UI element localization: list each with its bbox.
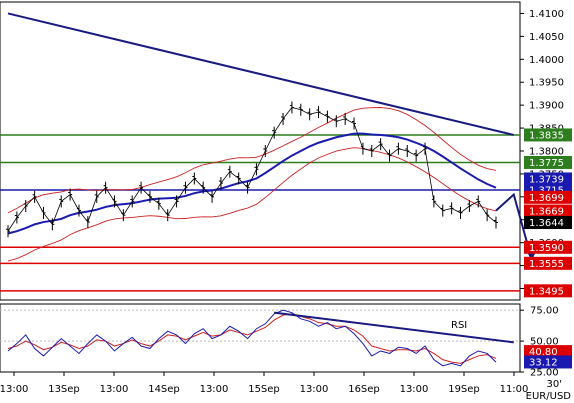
- rsi-trendline: [274, 311, 514, 344]
- price-tick-label: 1.4100: [529, 9, 564, 20]
- x-tick-label: 11:00: [500, 384, 529, 395]
- price-tick-label: 1.3800: [529, 147, 564, 158]
- rsi-tick-label: 25.00: [530, 368, 559, 379]
- rsi-grid: [0, 303, 521, 373]
- x-tick-label: 15Sep: [248, 384, 280, 395]
- rsi-tick-label: 75.00: [530, 306, 559, 317]
- rsi-tag-box: [524, 355, 572, 369]
- price-trendline: [7, 12, 514, 136]
- level-tag-label: 1.3775: [529, 158, 564, 169]
- price-tick-label: 1.3950: [529, 78, 564, 89]
- rsi-tag-label: 40.80: [529, 347, 558, 358]
- price-tag-box: [524, 172, 572, 186]
- rsi-panel-frame: [0, 303, 521, 373]
- x-tick-label: 13Sep: [48, 384, 80, 395]
- x-tick-label: 13:00: [300, 384, 329, 395]
- level-tag-box: [524, 256, 572, 270]
- x-tick-label: 14Sep: [148, 384, 180, 395]
- rsi-tag-label: 33.12: [529, 357, 558, 368]
- rsi-panel: [0, 309, 520, 367]
- level-tag-box: [524, 128, 572, 142]
- bollinger-bands: [7, 107, 497, 262]
- price-tag-label: 1.3669: [529, 207, 564, 218]
- price-tag-label: 1.3739: [529, 174, 564, 185]
- trendlines: [7, 12, 514, 136]
- rsi-line: [7, 309, 497, 367]
- level-tag-box: [524, 240, 572, 254]
- price-tick-label: 1.4050: [529, 32, 564, 43]
- level-tag-label: 1.3835: [529, 130, 564, 141]
- forecast-arrow-line: [495, 192, 533, 260]
- level-tag-label: 1.3590: [529, 243, 564, 254]
- price-tick-label: 1.4000: [529, 55, 564, 66]
- x-tick-label: 13:00: [100, 384, 129, 395]
- level-tag-box: [524, 284, 572, 298]
- price-tag-label: 1.3644: [529, 218, 564, 229]
- rsi-annotation: RSI: [451, 320, 467, 331]
- price-tags: 1.38351.37751.37151.35901.35551.34951.37…: [524, 128, 572, 369]
- price-tick-label: 1.3900: [529, 101, 564, 112]
- x-tick-label: 19Sep: [448, 384, 480, 395]
- lower-band-line: [7, 147, 497, 262]
- upper-band-line: [7, 107, 497, 214]
- rsi-tag-box: [524, 345, 572, 359]
- symbol-label: EUR/USD: [526, 391, 572, 402]
- x-tick-label: 13:00: [400, 384, 429, 395]
- x-tick-label: 16Sep: [348, 384, 380, 395]
- level-tag-label: 1.3555: [529, 259, 564, 270]
- x-tick-label: 13:00: [200, 384, 229, 395]
- price-tag-box: [524, 216, 572, 230]
- moving-average-line: [7, 132, 497, 235]
- price-close-line: [7, 106, 497, 232]
- price-tag-label: 1.3699: [529, 193, 564, 204]
- price-tag-box: [524, 204, 572, 218]
- x-tick-label: 13:00: [0, 384, 28, 395]
- rsi-tick-label: 50.00: [530, 337, 559, 348]
- x-axis: 13:00 13Sep 13:00 14Sep 13:00 15Sep 13:00 16Sep…: [0, 372, 528, 395]
- price-series: [6, 101, 537, 261]
- level-tag-label: 1.3495: [529, 286, 564, 297]
- price-tag-box: [524, 190, 572, 204]
- timeframe-label: 30': [547, 379, 562, 390]
- level-tag-box: [524, 155, 572, 169]
